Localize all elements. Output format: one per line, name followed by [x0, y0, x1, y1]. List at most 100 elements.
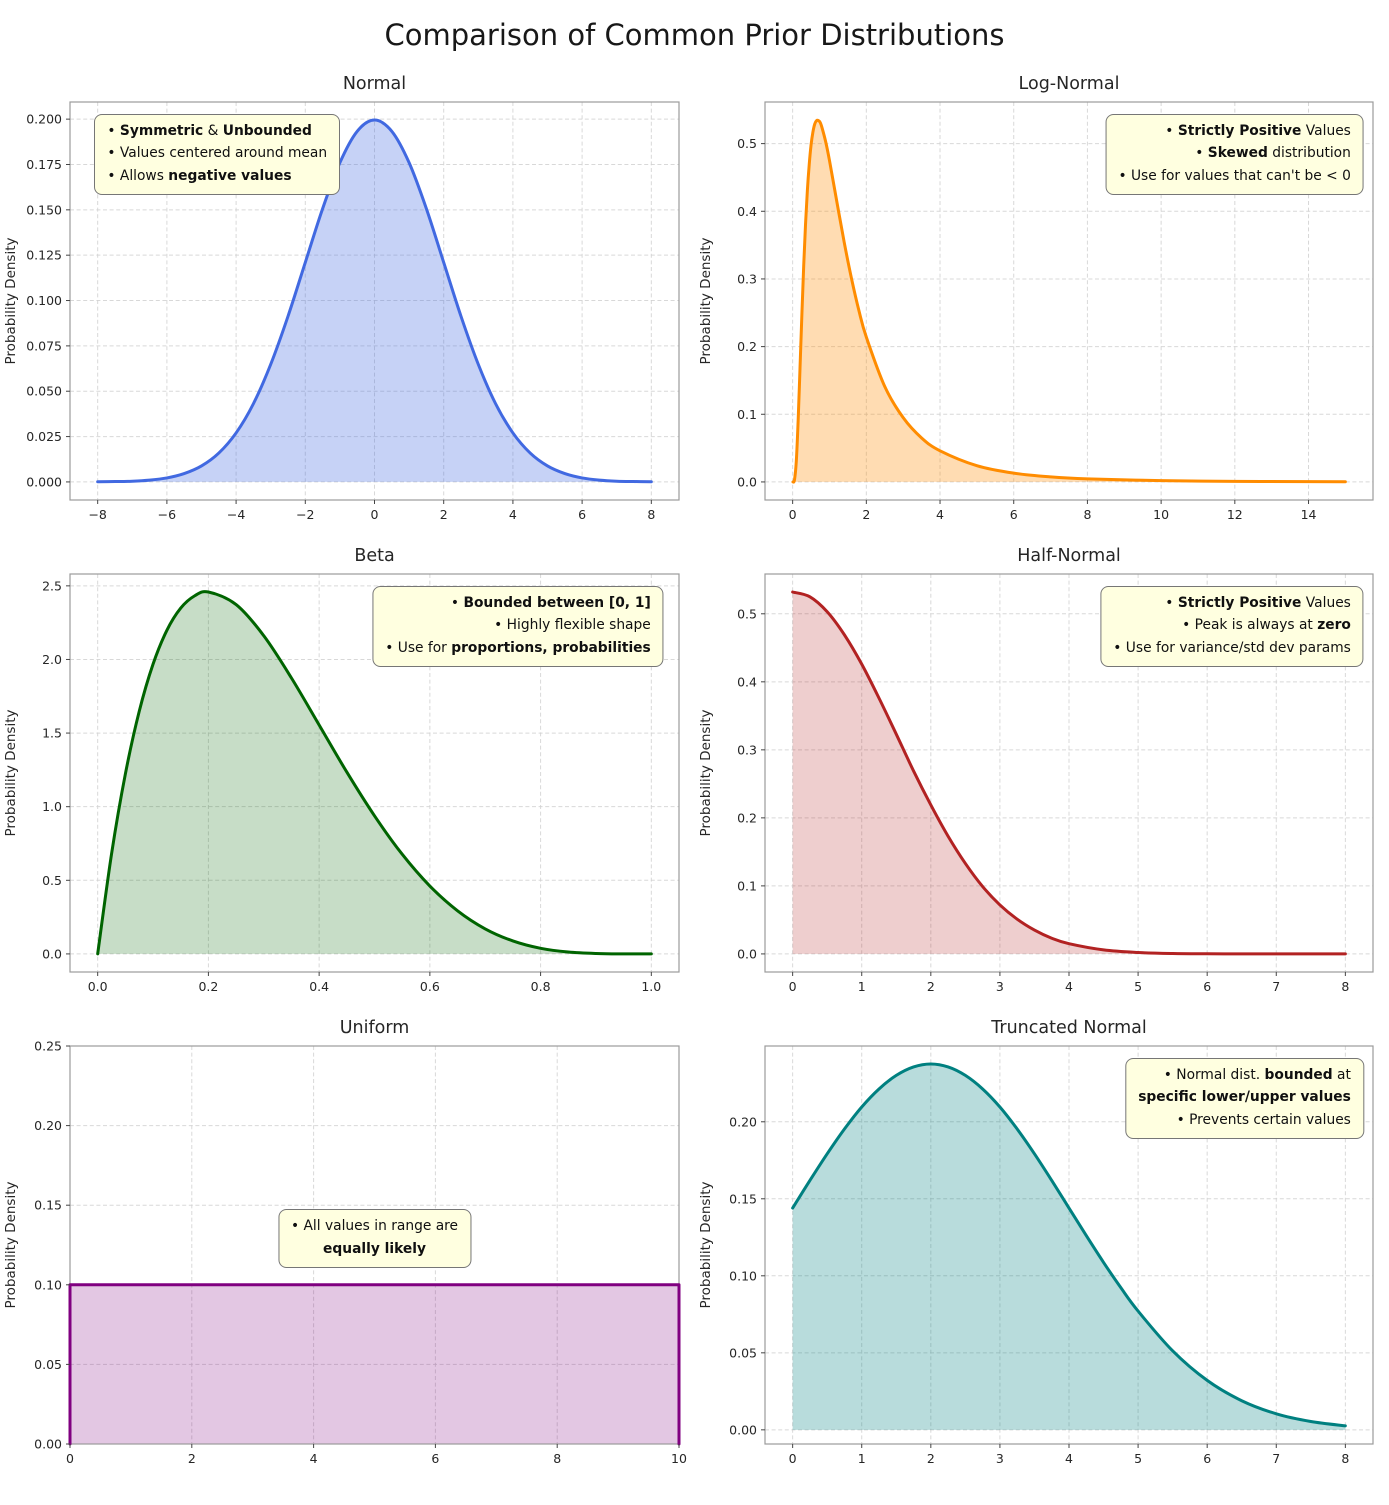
- svg-text:0.15: 0.15: [34, 1198, 62, 1213]
- svg-text:−6: −6: [158, 507, 176, 522]
- svg-text:0.20: 0.20: [34, 1118, 62, 1133]
- svg-text:Uniform: Uniform: [340, 1018, 410, 1038]
- svg-text:Probability Density: Probability Density: [698, 710, 714, 837]
- svg-text:0.20: 0.20: [729, 1114, 757, 1129]
- halfnormal-annotation: • Strictly Positive Values • Peak is alwa…: [1100, 585, 1364, 667]
- svg-text:4: 4: [509, 507, 517, 522]
- svg-text:3: 3: [996, 979, 1004, 994]
- svg-text:2: 2: [927, 979, 935, 994]
- uniform-annotation: • All values in range are equally likely: [277, 1209, 472, 1268]
- svg-text:0.4: 0.4: [309, 979, 329, 994]
- normal-annotation: • Symmetric & Unbounded • Values centered…: [94, 113, 341, 195]
- svg-text:0.2: 0.2: [198, 979, 218, 994]
- svg-text:Probability Density: Probability Density: [3, 710, 19, 837]
- svg-text:Truncated Normal: Truncated Normal: [990, 1018, 1146, 1038]
- svg-text:6: 6: [1010, 507, 1018, 522]
- svg-text:0.0: 0.0: [737, 474, 757, 489]
- svg-text:0: 0: [789, 1451, 797, 1466]
- svg-text:0.00: 0.00: [34, 1437, 62, 1452]
- svg-text:0.0: 0.0: [42, 946, 62, 961]
- svg-text:0: 0: [66, 1451, 74, 1466]
- svg-text:1.0: 1.0: [641, 979, 661, 994]
- beta-annotation: • Bounded between [0, 1] • Highly flexibl…: [372, 585, 664, 667]
- svg-text:0.2: 0.2: [737, 339, 757, 354]
- svg-text:2: 2: [927, 1451, 935, 1466]
- svg-text:Log-Normal: Log-Normal: [1019, 74, 1120, 94]
- svg-text:8: 8: [1341, 1451, 1349, 1466]
- chart-normal: −8 −6 −4 −2 0 2 4 6 8 0.000 0.025 0.050 0.075 0.100 0.…: [0, 64, 695, 536]
- svg-text:Probability Density: Probability Density: [3, 1182, 19, 1309]
- svg-text:0.0: 0.0: [88, 979, 108, 994]
- svg-text:0.5: 0.5: [737, 136, 757, 151]
- svg-text:−8: −8: [88, 507, 106, 522]
- halfnormal-plot: 0 1 2 3 4 5 6 7 8 0.0 0.1 0.2 0.3 0.4 0.5 Half-Normal Pr…: [698, 546, 1374, 994]
- svg-text:0: 0: [371, 507, 379, 522]
- svg-text:2.0: 2.0: [42, 652, 62, 667]
- svg-text:10: 10: [1153, 507, 1169, 522]
- svg-text:4: 4: [1065, 1451, 1073, 1466]
- svg-text:8: 8: [1341, 979, 1349, 994]
- svg-text:0.200: 0.200: [26, 112, 62, 127]
- svg-text:0.5: 0.5: [737, 606, 757, 621]
- svg-text:1.0: 1.0: [42, 799, 62, 814]
- svg-text:8: 8: [647, 507, 655, 522]
- svg-text:10: 10: [671, 1451, 687, 1466]
- svg-text:0.025: 0.025: [26, 429, 62, 444]
- svg-text:0.075: 0.075: [26, 338, 62, 353]
- chart-uniform: 0 2 4 6 8 10 0.00 0.05 0.10 0.15 0.20 0.25 Uniform Pr…: [0, 1008, 695, 1480]
- svg-text:−2: −2: [296, 507, 314, 522]
- svg-text:0: 0: [789, 507, 797, 522]
- svg-text:4: 4: [936, 507, 944, 522]
- svg-text:5: 5: [1134, 979, 1142, 994]
- svg-text:0.05: 0.05: [729, 1345, 757, 1360]
- svg-text:7: 7: [1272, 979, 1280, 994]
- svg-text:0.1: 0.1: [737, 878, 757, 893]
- svg-text:0.175: 0.175: [26, 157, 62, 172]
- svg-text:0.10: 0.10: [729, 1268, 757, 1283]
- svg-text:14: 14: [1301, 507, 1317, 522]
- svg-text:0.100: 0.100: [26, 293, 62, 308]
- svg-text:6: 6: [431, 1451, 439, 1466]
- svg-text:0.3: 0.3: [737, 271, 757, 286]
- svg-text:2: 2: [440, 507, 448, 522]
- svg-text:8: 8: [553, 1451, 561, 1466]
- svg-text:0.3: 0.3: [737, 742, 757, 757]
- svg-text:7: 7: [1272, 1451, 1280, 1466]
- svg-text:0: 0: [789, 979, 797, 994]
- lognormal-plot: 0 2 4 6 8 10 12 14 0.0 0.1 0.2 0.3 0.4 0.5 Log-Normal P…: [698, 74, 1374, 522]
- svg-text:5: 5: [1134, 1451, 1142, 1466]
- svg-text:6: 6: [1203, 979, 1211, 994]
- truncnormal-plot: 0 1 2 3 4 5 6 7 8 0.00 0.05 0.10 0.15 0.20 Truncated N…: [698, 1018, 1374, 1466]
- svg-text:4: 4: [310, 1451, 318, 1466]
- svg-text:0.00: 0.00: [729, 1422, 757, 1437]
- truncnormal-annotation: • Normal dist. bounded at specific lower/…: [1125, 1057, 1364, 1139]
- svg-text:0.4: 0.4: [737, 674, 757, 689]
- svg-text:0.1: 0.1: [737, 407, 757, 422]
- svg-text:Beta: Beta: [354, 546, 394, 566]
- svg-text:0.25: 0.25: [34, 1039, 62, 1054]
- lognormal-annotation: • Strictly Positive Values • Skewed distr…: [1105, 113, 1364, 195]
- page-title: Comparison of Common Prior Distributions: [384, 18, 1005, 52]
- svg-text:6: 6: [578, 507, 586, 522]
- charts-grid: −8 −6 −4 −2 0 2 4 6 8 0.000 0.025 0.050 0.075 0.100 0.…: [0, 64, 1389, 1480]
- svg-text:1: 1: [858, 979, 866, 994]
- svg-text:12: 12: [1227, 507, 1243, 522]
- svg-text:0.8: 0.8: [531, 979, 551, 994]
- svg-text:2: 2: [862, 507, 870, 522]
- svg-text:Normal: Normal: [343, 74, 406, 94]
- svg-text:0.0: 0.0: [737, 946, 757, 961]
- svg-text:0.10: 0.10: [34, 1277, 62, 1292]
- beta-plot: 0.0 0.2 0.4 0.6 0.8 1.0 0.0 0.5 1.0 1.5 2.0 2.5 Beta…: [3, 546, 680, 994]
- svg-text:0.05: 0.05: [34, 1357, 62, 1372]
- svg-text:1: 1: [858, 1451, 866, 1466]
- svg-text:1.5: 1.5: [42, 726, 62, 741]
- svg-text:4: 4: [1065, 979, 1073, 994]
- svg-text:0.6: 0.6: [420, 979, 440, 994]
- svg-text:6: 6: [1203, 1451, 1211, 1466]
- svg-text:Probability Density: Probability Density: [698, 1182, 714, 1309]
- svg-text:0.4: 0.4: [737, 204, 757, 219]
- svg-text:3: 3: [996, 1451, 1004, 1466]
- svg-text:0.125: 0.125: [26, 248, 62, 263]
- svg-text:2: 2: [188, 1451, 196, 1466]
- svg-text:0.15: 0.15: [729, 1191, 757, 1206]
